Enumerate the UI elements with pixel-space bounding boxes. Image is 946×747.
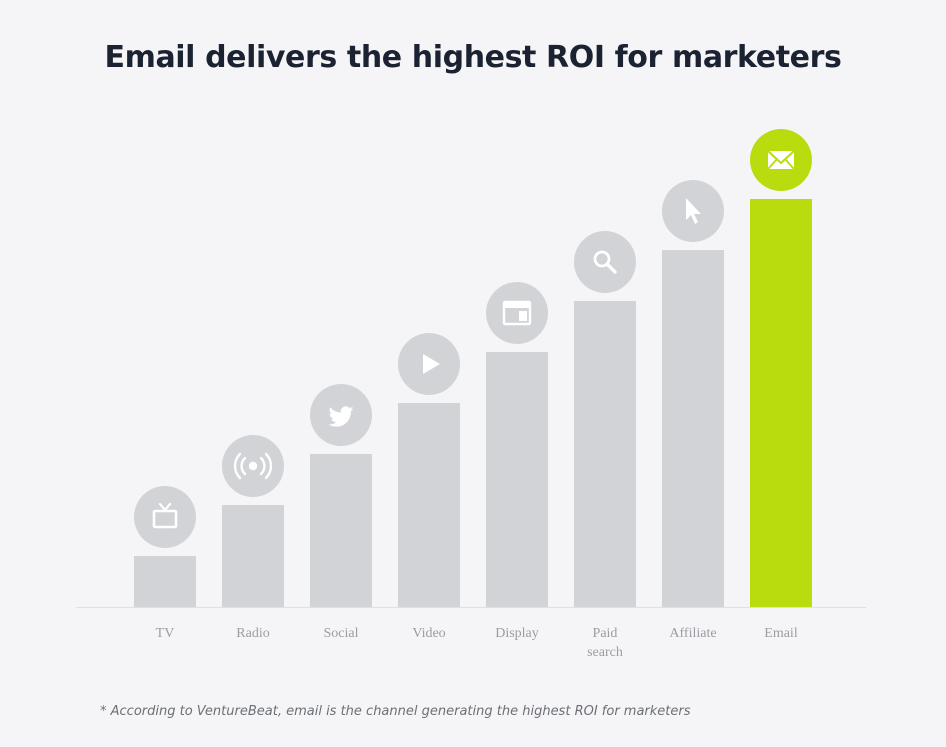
x-tick-label-email: Email (764, 626, 798, 641)
x-tick-label-affiliate: Affiliate (669, 626, 716, 641)
chart-title: Email delivers the highest ROI for marke… (104, 40, 842, 75)
twitter-bird-icon (310, 384, 372, 446)
x-tick-label-social: Social (324, 626, 359, 641)
radio-broadcast-icon (222, 435, 284, 497)
roi-bar-chart: TV Radio Social Video Display Paid search Affil… (76, 129, 866, 660)
bar-video (398, 403, 460, 607)
bar-social (310, 454, 372, 607)
bar-display (486, 352, 548, 607)
x-tick-label-paid-search: Paid search (587, 626, 623, 660)
tv-icon (134, 486, 196, 548)
footnote: * According to VentureBeat, email is the… (100, 704, 691, 719)
x-tick-label-video: Video (412, 626, 445, 641)
browser-window-icon (486, 282, 548, 344)
play-icon (398, 333, 460, 395)
bar-tv (134, 556, 196, 607)
bar-affiliate (662, 250, 724, 607)
bar-email (750, 199, 812, 607)
x-tick-label-radio: Radio (236, 626, 269, 641)
x-tick-label-display: Display (495, 626, 539, 641)
x-tick-label-tv: TV (156, 626, 175, 641)
cursor-icon (662, 180, 724, 242)
envelope-icon (750, 129, 812, 191)
search-icon (574, 231, 636, 293)
bar-paid-search (574, 301, 636, 607)
bar-radio (222, 505, 284, 607)
